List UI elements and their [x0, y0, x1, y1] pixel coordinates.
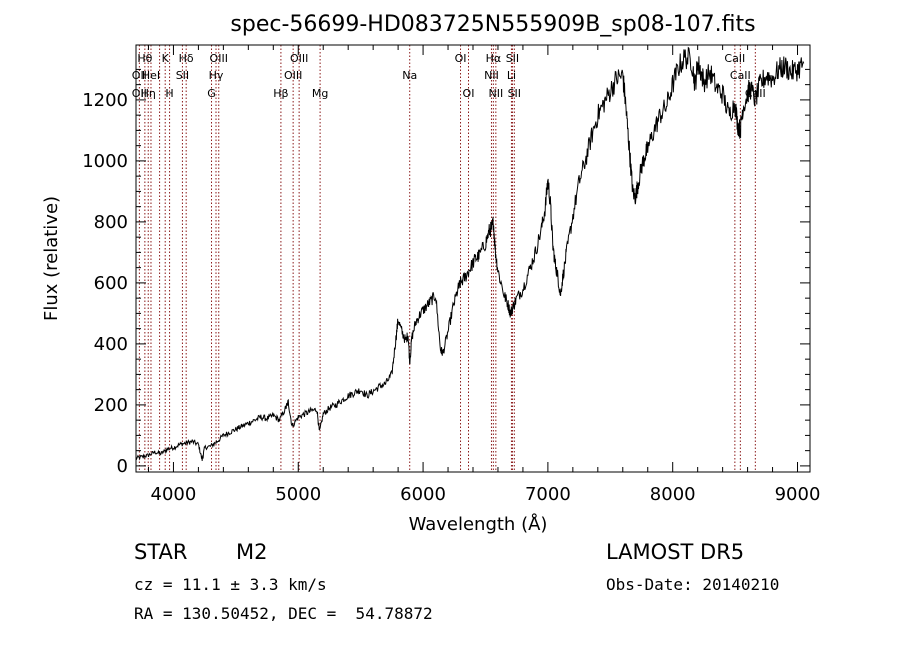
marker-label: Hγ [209, 69, 224, 82]
marker-label: Hα [486, 52, 502, 65]
survey-name: LAMOST DR5 [606, 540, 745, 564]
marker-label: Hδ [179, 52, 194, 65]
marker-label: HeI [142, 69, 160, 82]
y-tick-label: 1200 [82, 90, 128, 111]
x-tick-label: 7000 [525, 484, 571, 505]
marker-label: CaII [724, 52, 745, 65]
marker-label: OIII [210, 52, 228, 65]
marker-label: K [162, 52, 170, 65]
x-tick-label: 6000 [400, 484, 446, 505]
marker-label: OIII [284, 69, 302, 82]
y-axis-label: Flux (relative) [41, 196, 62, 321]
chart-title: spec-56699-HD083725N555909B_sp08-107.fit… [230, 12, 755, 37]
marker-label: Li [507, 69, 516, 82]
y-tick-label: 200 [94, 395, 128, 416]
obs-date: Obs-Date: 20140210 [606, 575, 780, 594]
marker-label: Hη [141, 87, 156, 100]
y-tick-label: 400 [94, 334, 128, 355]
x-tick-label: 5000 [275, 484, 321, 505]
x-tick-label: 9000 [775, 484, 821, 505]
x-axis-label: Wavelength (Å) [409, 513, 548, 535]
y-tick-label: 800 [94, 212, 128, 233]
spectrum-line [135, 46, 805, 461]
coordinates: RA = 130.50452, DEC = 54.78872 [134, 604, 433, 623]
marker-label: Hβ [273, 87, 288, 100]
x-tick-label: 4000 [151, 484, 197, 505]
marker-label: NII [488, 87, 503, 100]
marker-label: SII [176, 69, 189, 82]
marker-label: CaII [730, 69, 751, 82]
marker-label: SII [506, 52, 519, 65]
redshift-info: cz = 11.1 ± 3.3 km/s [134, 575, 327, 594]
y-tick-label: 0 [117, 456, 128, 477]
marker-label: Mg [312, 87, 328, 100]
marker-label: Na [402, 69, 417, 82]
marker-label: OI [463, 87, 475, 100]
marker-label: SII [508, 87, 521, 100]
subclass: M2 [236, 540, 268, 564]
marker-label: H [165, 87, 173, 100]
object-type: STAR [134, 540, 188, 564]
y-tick-label: 1000 [82, 151, 128, 172]
x-tick-label: 8000 [650, 484, 696, 505]
marker-label: NII [484, 69, 499, 82]
marker-label: OI [455, 52, 467, 65]
marker-label: G [207, 87, 216, 100]
marker-label: OIII [290, 52, 308, 65]
y-tick-label: 600 [94, 273, 128, 294]
marker-label: Hθ [137, 52, 152, 65]
